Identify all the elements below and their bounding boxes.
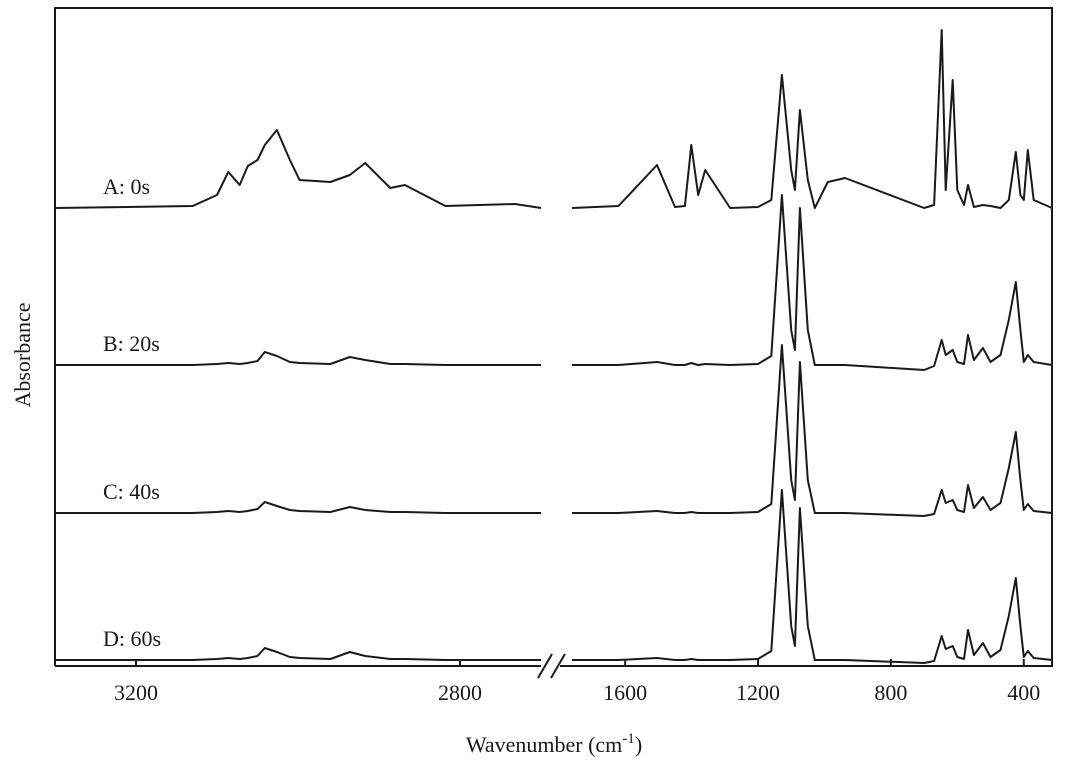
- spectrum-line: [572, 344, 1053, 517]
- x-tick-label: 1200: [736, 680, 780, 705]
- spectrum-line: [54, 129, 542, 209]
- spectrum-line: [572, 489, 1053, 664]
- axis-break: [537, 653, 566, 679]
- spectrum-line: [572, 194, 1053, 371]
- y-axis-label: Absorbance: [10, 302, 35, 407]
- x-tick-label: 1600: [603, 680, 647, 705]
- x-tick-label: 3200: [114, 680, 158, 705]
- series-label: C: 40s: [103, 479, 160, 504]
- spectrum-line: [55, 501, 541, 514]
- x-tick-label: 2800: [438, 680, 482, 705]
- x-axis-label-end: ): [635, 732, 642, 757]
- x-axis-label: Wavenumber (cm-1): [466, 731, 642, 757]
- series-label: B: 20s: [103, 331, 160, 356]
- series-label: A: 0s: [103, 174, 150, 199]
- spectrum-line: [55, 647, 541, 661]
- spectrum-line: [55, 351, 541, 366]
- x-axis-label-sup: -1: [622, 731, 635, 747]
- x-axis-label-text: Wavenumber (cm: [466, 732, 622, 757]
- x-tick-label: 800: [874, 680, 907, 705]
- x-tick-label: 400: [1007, 680, 1040, 705]
- series-label: D: 60s: [103, 626, 161, 651]
- spectrum-line: [571, 29, 1053, 209]
